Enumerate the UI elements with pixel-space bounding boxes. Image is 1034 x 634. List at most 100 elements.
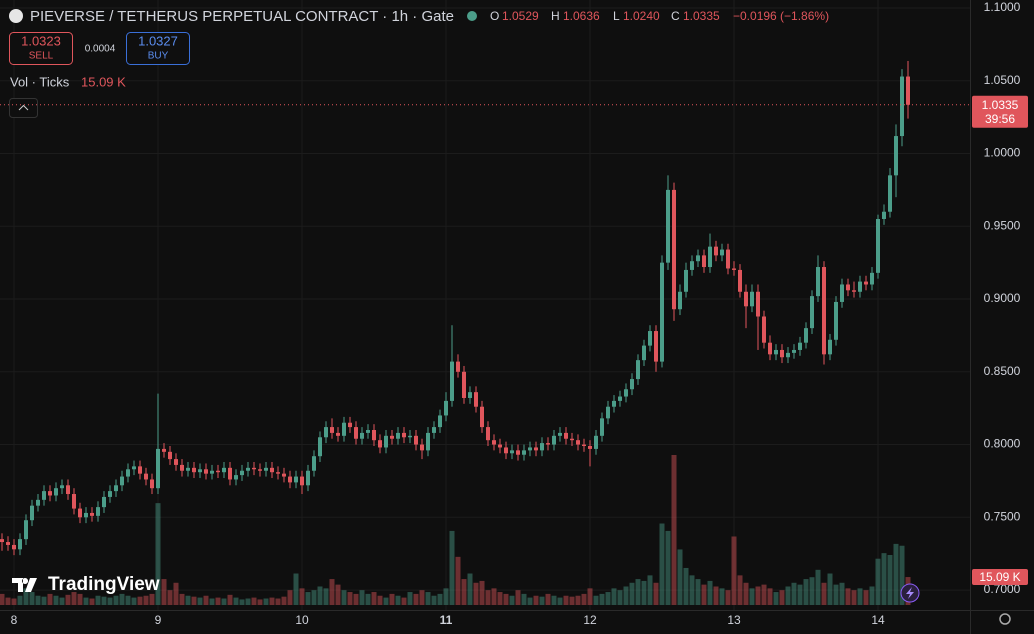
candle-body [600, 418, 605, 436]
candle-body [107, 491, 112, 497]
buy-box[interactable] [126, 32, 190, 65]
candle-body [870, 272, 875, 285]
candle-body [660, 262, 665, 362]
candle-body [311, 456, 316, 471]
x-tick-label: 12 [583, 613, 597, 627]
ohlc-value: 1.0636 [563, 9, 600, 23]
ohlc-label: O [490, 9, 499, 23]
candle-body [684, 269, 689, 292]
candle-body [251, 467, 256, 470]
lightning-icon[interactable] [906, 587, 914, 599]
volume-bar [659, 523, 665, 605]
volume-tag [972, 569, 1028, 586]
volume-bar [11, 598, 17, 605]
volume-bar [47, 593, 53, 605]
candle-body [77, 508, 82, 518]
x-tick-label: 10 [295, 613, 309, 627]
volume-bar [143, 595, 149, 605]
volume-bar [221, 598, 227, 605]
volume-bar [341, 590, 347, 605]
indicator-name: Vol · Ticks [10, 74, 70, 89]
candle-body [185, 467, 190, 471]
collapse-button[interactable] [9, 98, 38, 118]
volume-bar [509, 595, 515, 605]
candle-body [305, 470, 310, 486]
candle-body [672, 189, 677, 310]
candle-body [630, 379, 635, 390]
candle-body [257, 469, 262, 471]
candle-body [287, 476, 292, 483]
volume-bar [677, 549, 683, 605]
sell-label[interactable]: SELL [29, 51, 54, 62]
candle-body [882, 211, 887, 220]
candle-body [299, 476, 304, 486]
buy-button[interactable]: 1.0327 BUY [126, 32, 190, 65]
settings-button[interactable] [999, 613, 1011, 625]
candle-body [750, 291, 755, 307]
candle-body [65, 485, 70, 495]
candle-body [227, 467, 232, 480]
volume-bar [425, 592, 431, 605]
candle-body [215, 470, 220, 473]
spread: 0.0004 [85, 44, 116, 55]
volume-bar [29, 592, 35, 605]
volume-bar [257, 599, 263, 605]
ohlc-label: C [671, 9, 680, 23]
volume-bar [653, 582, 659, 605]
candle-body [858, 281, 863, 292]
candle-body [774, 349, 779, 355]
candle-body [167, 451, 172, 460]
volume-bar [875, 558, 881, 605]
candle-body [0, 539, 4, 543]
candle-body [365, 429, 370, 433]
volume-bar [773, 592, 779, 605]
candle-body [323, 427, 328, 438]
buy-label[interactable]: BUY [148, 51, 169, 62]
collapse-icon[interactable] [18, 104, 29, 111]
candle-body [726, 249, 731, 269]
y-tick-label: 0.9500 [984, 218, 1021, 232]
candle-body [582, 444, 587, 447]
volume-bar [557, 597, 563, 605]
volume-bar [497, 592, 503, 605]
candle-body [516, 450, 521, 455]
candle-body [816, 267, 821, 297]
candle-body [407, 435, 412, 438]
volume-bar [53, 595, 59, 605]
volume-bar [563, 595, 569, 605]
volume-bar [185, 595, 191, 605]
volume-bar [575, 595, 581, 605]
candle-body [359, 432, 364, 439]
sell-price[interactable]: 1.0323 [21, 33, 61, 48]
volume-bar [107, 597, 113, 605]
symbol-icon [9, 9, 23, 23]
sell-box[interactable] [9, 32, 73, 65]
candle-body [113, 485, 118, 492]
volume-bar [803, 579, 809, 605]
candle-body [546, 443, 551, 445]
last-price-label: 1.0335 [982, 98, 1019, 112]
candle-body [371, 429, 376, 441]
candle-body [59, 485, 64, 489]
buy-price[interactable]: 1.0327 [138, 33, 178, 48]
candle-body [804, 328, 809, 343]
candle-body [35, 499, 40, 506]
ohlc-value: 1.0335 [683, 9, 720, 23]
sell-button[interactable]: 1.0323 SELL [9, 32, 73, 65]
candle-body [131, 466, 136, 470]
candle-body [11, 544, 16, 550]
volume-bar [23, 588, 29, 605]
volume-bar [725, 590, 731, 605]
candle-body [480, 406, 484, 428]
candle-body [173, 459, 178, 465]
volume-bar [209, 598, 215, 605]
volume-bar [461, 579, 467, 605]
volume-bar [359, 590, 365, 605]
candle-body [317, 437, 322, 457]
candle-body [576, 440, 581, 445]
volume-bar [5, 597, 11, 605]
volume-bar [827, 573, 833, 605]
candle-body [53, 488, 58, 496]
ohlc-value: 1.0529 [502, 9, 539, 23]
